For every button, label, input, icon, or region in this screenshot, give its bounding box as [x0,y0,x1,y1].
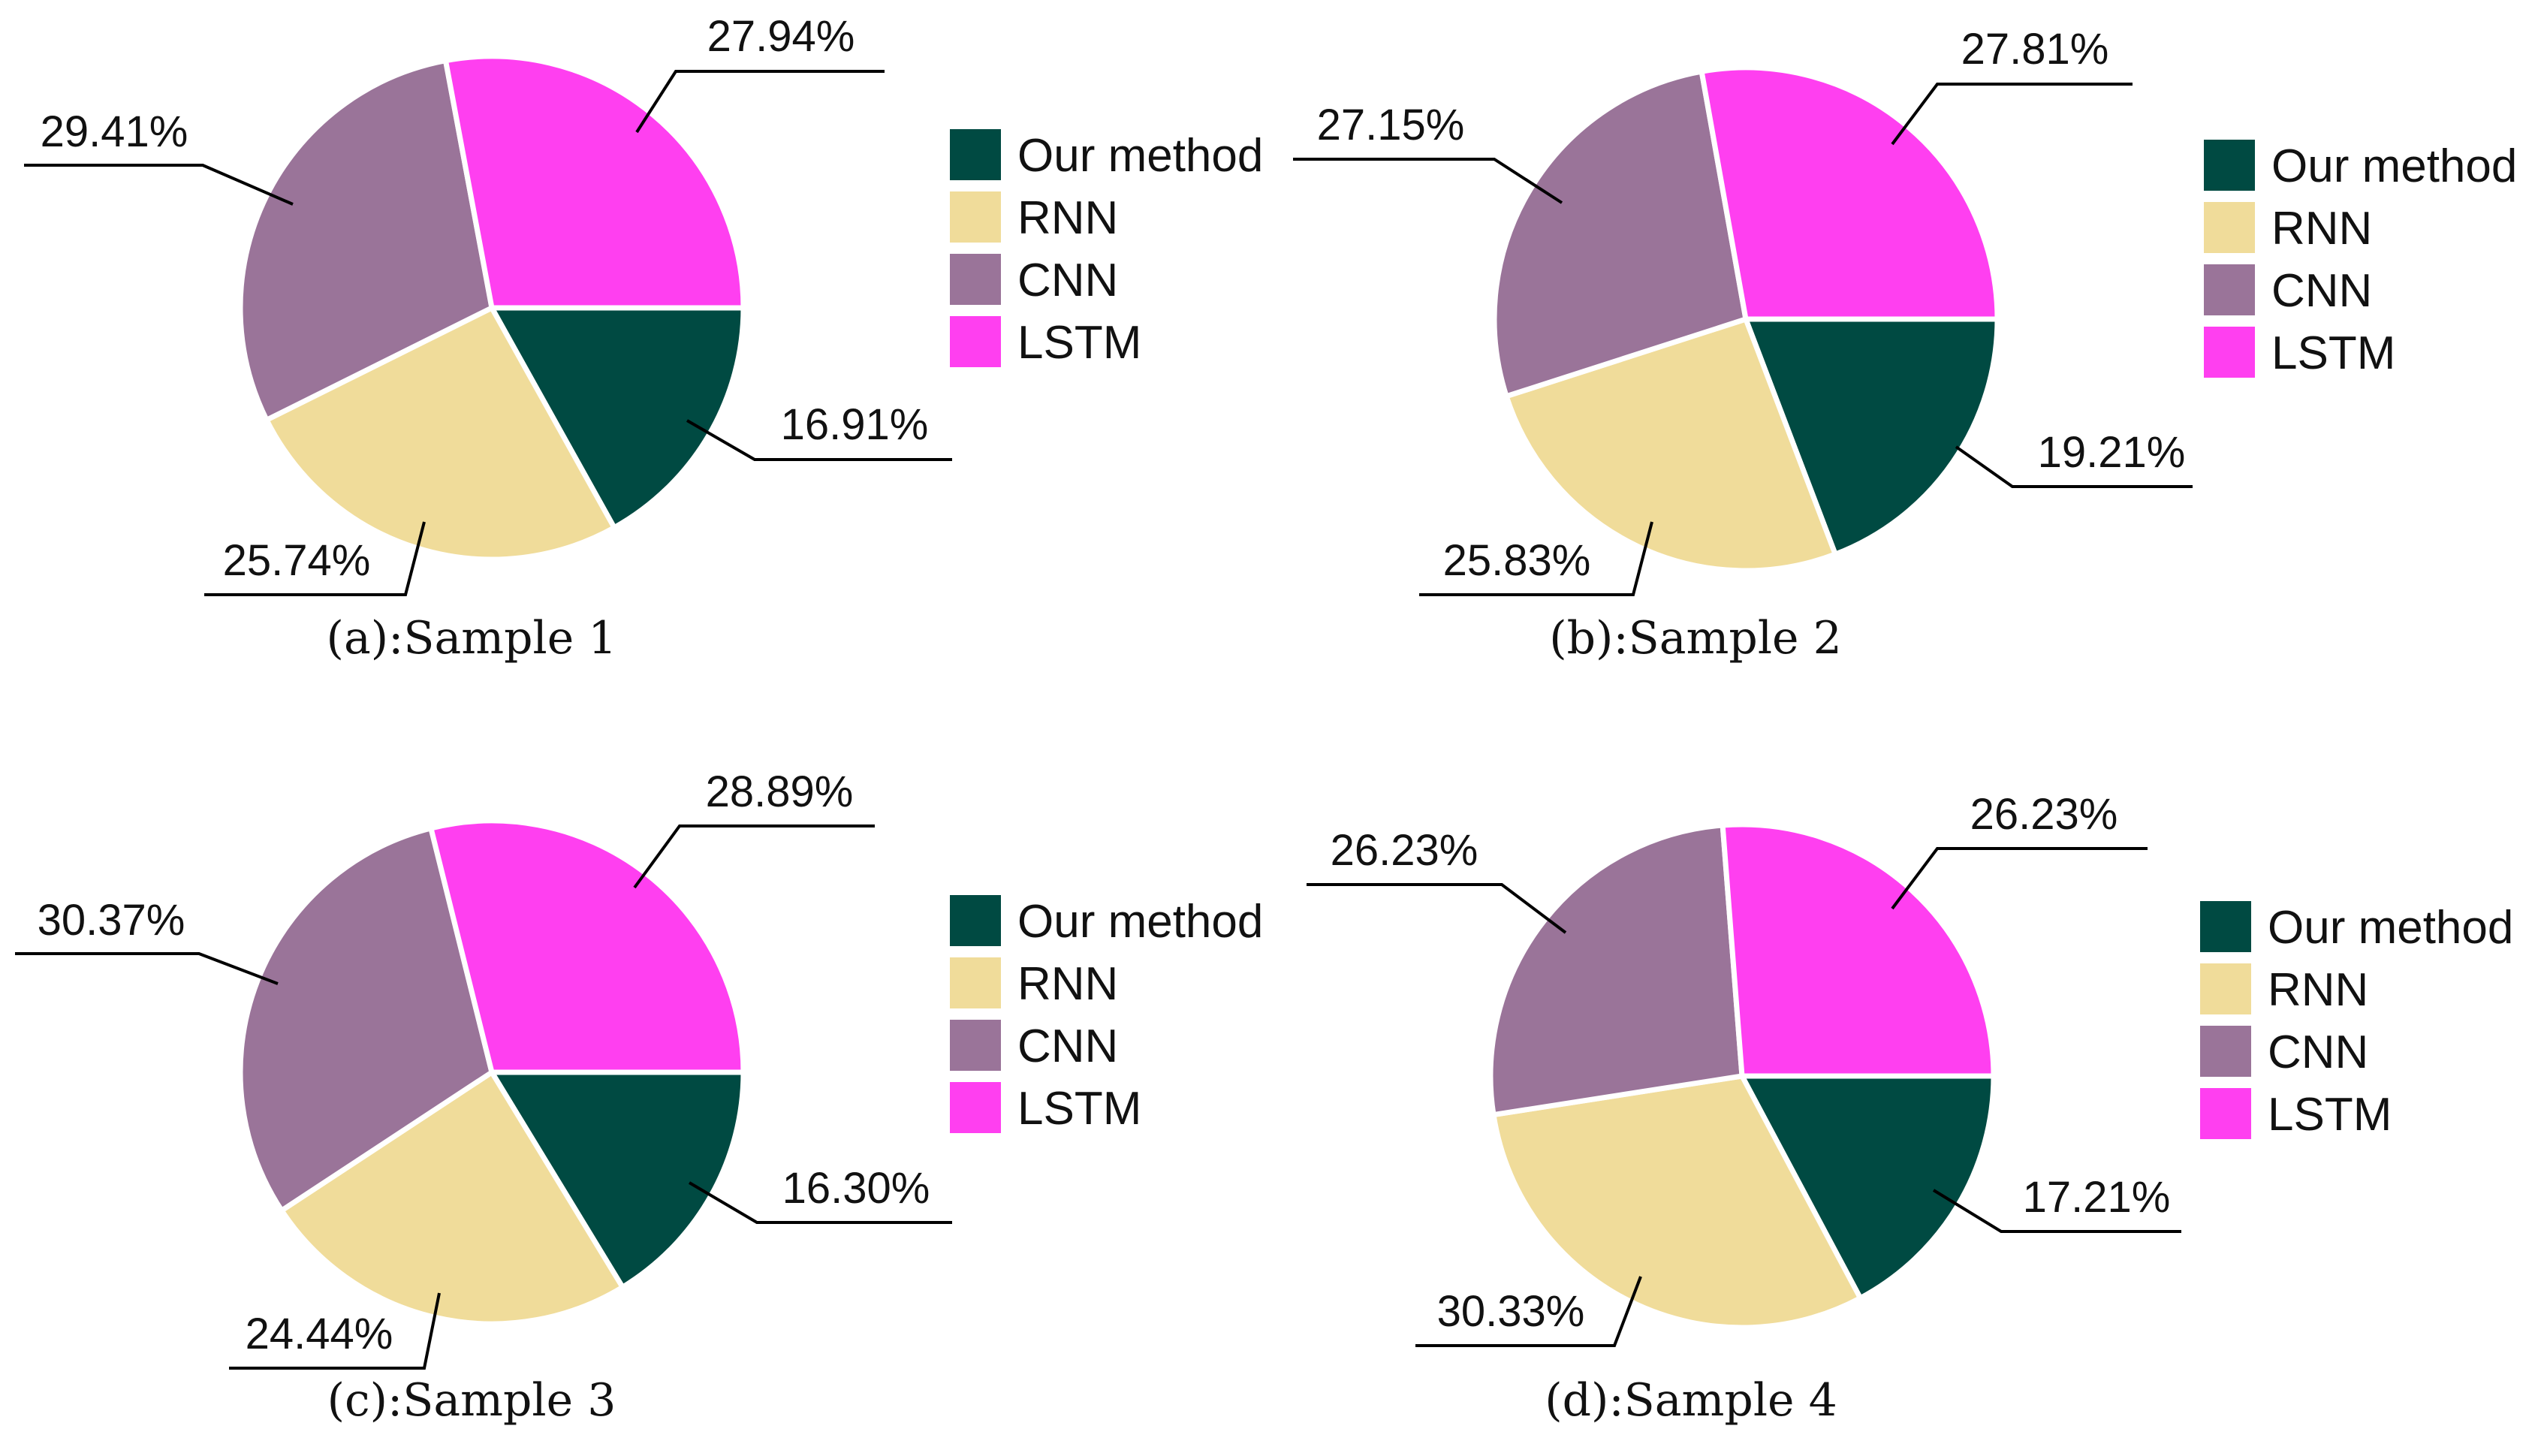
data-label: 30.37% [38,896,185,945]
pie-slice-cnn [1488,822,1745,1118]
legend-label: RNN [2271,203,2372,255]
leader-line [688,1181,952,1224]
leader-line [635,70,885,134]
pie-chart-1: 16.91% 25.74% 29.41% 27.94% Our method RNN CNN… [24,12,1263,665]
pie-slice-lstm [1699,65,2000,322]
leader-line [229,1292,441,1370]
legend-label: Our method [1017,130,1263,182]
data-label: 25.83% [1443,536,1591,585]
legend-swatch [950,191,1001,243]
data-label: 26.23% [1970,790,2118,839]
leader-line [1415,1276,1642,1347]
legend-label: Our method [1017,896,1263,948]
legend-swatch [2200,901,2251,952]
pie-chart-3: 16.30% 24.44% 30.37% 28.89% Our method RNN CNN… [15,767,1263,1427]
data-label: 30.33% [1437,1287,1585,1336]
legend: Our method RNN CNN LSTM [2200,901,2513,1141]
legend-label: LSTM [2271,327,2395,379]
leader-line [686,419,952,461]
chart-caption: (b):Sample 2 [1549,612,1842,665]
legend: Our method RNN CNN LSTM [2204,140,2517,379]
legend-swatch [2204,140,2255,191]
legend-swatch [950,957,1001,1008]
legend-swatch [2204,327,2255,378]
leader-line [1307,883,1567,934]
pie-slice-cnn [1491,68,1749,399]
legend-swatch [2200,963,2251,1014]
data-label: 28.89% [706,767,854,816]
data-label: 27.94% [707,12,855,61]
leader-line [1419,521,1653,596]
pie-slice-lstm [428,818,746,1075]
data-label: 25.74% [223,536,371,585]
legend-label: RNN [2268,964,2368,1016]
legend-swatch [2204,202,2255,253]
data-label: 24.44% [246,1310,393,1358]
pie-slice-cnn [237,825,495,1213]
data-label: 16.30% [782,1164,930,1213]
legend-label: LSTM [1017,317,1141,369]
pie-slice-lstm [1720,821,1997,1079]
chart-caption: (d):Sample 4 [1545,1374,1837,1427]
leader-line [633,824,875,889]
legend-label: CNN [1017,1020,1118,1072]
data-label: 19.21% [2038,428,2186,477]
leader-line [1293,158,1563,204]
pie-slice-rnn [279,1069,625,1327]
legend-label: CNN [2271,265,2372,317]
leader-line [1891,83,2133,146]
pie-slice-our-method [1743,316,2000,557]
chart-caption: (a):Sample 1 [327,612,617,665]
legend-label: LSTM [1017,1083,1141,1135]
data-label: 27.81% [1961,25,2109,74]
pie-slice-our-method [489,305,746,531]
legend-swatch [2200,1026,2251,1077]
legend-label: Our method [2271,140,2517,192]
leader-line [15,952,279,985]
chart-caption: (c):Sample 3 [327,1374,616,1427]
leader-line [1891,847,2148,910]
legend-swatch [950,1082,1001,1133]
legend-swatch [950,1020,1001,1071]
pie-slice-rnn [1491,1073,1863,1331]
legend-label: CNN [2268,1026,2368,1078]
leader-line [204,521,426,596]
pie-slice-cnn [237,58,495,423]
data-label: 29.41% [41,107,188,156]
legend-label: CNN [1017,255,1118,306]
data-label: 27.15% [1317,101,1465,149]
legend-swatch [950,129,1001,180]
leader-line [1955,445,2193,488]
legend-swatch [950,895,1001,946]
data-label: 17.21% [2023,1173,2171,1222]
legend-swatch [950,316,1001,367]
legend-swatch [950,254,1001,305]
legend-swatch [2200,1088,2251,1139]
pie-slice-rnn [1503,316,1838,574]
leader-line [1932,1189,2181,1233]
legend: Our method RNN CNN LSTM [950,895,1263,1135]
legend-label: RNN [1017,958,1118,1010]
data-label: 16.91% [781,400,929,449]
legend-swatch [2204,264,2255,315]
legend-label: LSTM [2268,1089,2392,1141]
legend: Our method RNN CNN LSTM [950,129,1263,369]
legend-label: Our method [2268,902,2513,954]
pie-chart-2: 19.21% 25.83% 27.15% 27.81% Our method RNN CNN… [1293,25,2517,665]
pie-slice-lstm [442,53,746,311]
pie-chart-4: 17.21% 30.33% 26.23% 26.23% Our method RNN CNN… [1307,790,2513,1427]
data-label: 26.23% [1331,826,1478,875]
leader-line [24,164,294,206]
legend-label: RNN [1017,192,1118,244]
